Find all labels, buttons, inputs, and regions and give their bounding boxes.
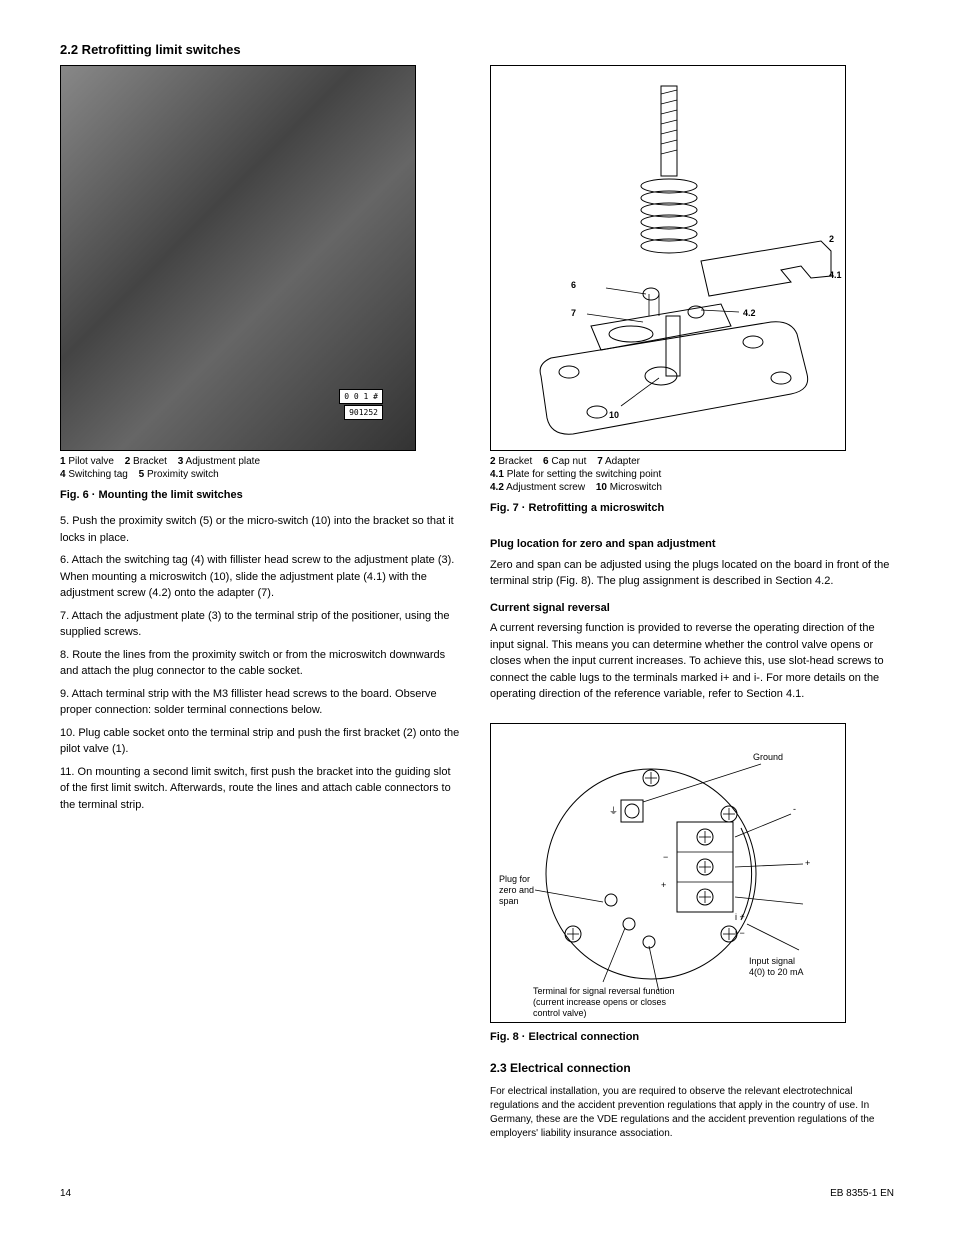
svg-text:Ground: Ground [753,752,783,762]
svg-text:-: - [793,804,796,814]
figure-7-box: 6 7 4.2 10 2 4.1 [490,65,846,451]
left-body-text: 5. Push the proximity switch (5) or the … [60,513,460,819]
right-body-text: Plug location for zero and span adjustme… [490,526,890,709]
figure-7-captions: 2 Bracket 6 Cap nut 7 Adapter 4.1 Plate … [490,455,890,494]
figure-6-photo: 0 0 1 # 901252 [61,66,415,450]
figure-6-label: Fig. 6 · Mounting the limit switches [60,489,460,501]
svg-text:7: 7 [571,308,576,318]
footer-doc-id: EB 8355-1 EN [830,1188,894,1199]
figure-8-box: ⏚ − + i + i − [490,723,846,1023]
svg-text:4.1: 4.1 [829,270,842,280]
page-title: 2.2 Retrofitting limit switches [60,42,894,57]
svg-text:i +: i + [735,912,745,922]
svg-text:+: + [661,880,666,890]
svg-text:−: − [663,852,668,862]
figure-6-captions: 1 Pilot valve 2 Bracket 3 Adjustment pla… [60,455,460,481]
figure-8-label: Fig. 8 · Electrical connection [490,1031,890,1043]
photo-marking-1: 0 0 1 # [339,389,383,404]
footer-page-number: 14 [60,1188,71,1199]
figure-7-svg: 6 7 4.2 10 2 4.1 [491,66,846,451]
reversal-body: A current reversing function is provided… [490,620,890,703]
svg-text:⏚: ⏚ [609,806,618,816]
plugs-body: Zero and span can be adjusted using the … [490,557,890,590]
svg-text:i −: i − [735,928,745,938]
figure-6-box: 0 0 1 # 901252 [60,65,416,451]
svg-text:2: 2 [829,234,834,244]
plugs-heading: Plug location for zero and span adjustme… [490,536,890,553]
figure-8-svg: ⏚ − + i + i − [491,724,846,1023]
conn23-body: For electrical installation, you are req… [490,1085,890,1141]
svg-text:10: 10 [609,410,619,420]
svg-text:+: + [805,858,810,868]
conn23-heading: 2.3 Electrical connection [490,1061,890,1075]
svg-text:4.2: 4.2 [743,308,756,318]
svg-text:Terminal for signal reversal f: Terminal for signal reversal function (c… [533,986,677,1018]
photo-marking-2: 901252 [344,405,383,420]
svg-text:Plug for zero and: Plug for zero and span [499,874,537,906]
svg-text:6: 6 [571,280,576,290]
page-footer: 14 EB 8355-1 EN [60,1188,894,1199]
svg-text:Input signal 4(0): Input signal 4(0) to 20 mA [749,956,804,977]
reversal-heading: Current signal reversal [490,600,890,617]
figure-7-label: Fig. 7 · Retrofitting a microswitch [490,502,890,514]
